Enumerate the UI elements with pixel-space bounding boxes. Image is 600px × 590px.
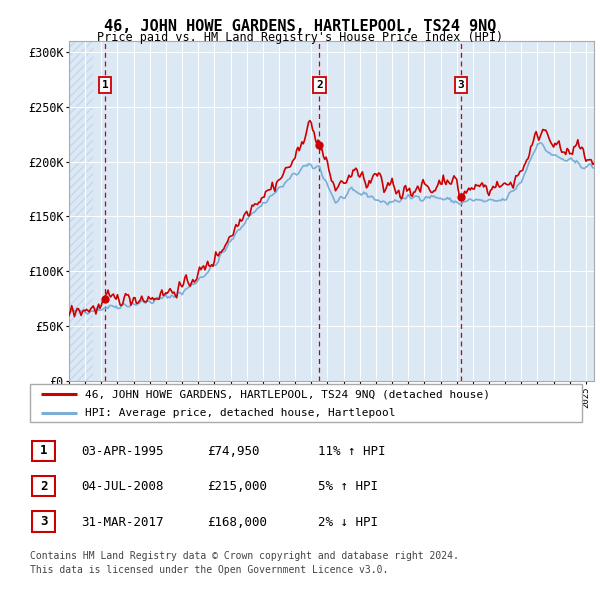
Text: 3: 3 xyxy=(40,515,47,528)
Text: 2% ↓ HPI: 2% ↓ HPI xyxy=(318,516,378,529)
Text: 46, JOHN HOWE GARDENS, HARTLEPOOL, TS24 9NQ (detached house): 46, JOHN HOWE GARDENS, HARTLEPOOL, TS24 … xyxy=(85,389,490,399)
Text: 11% ↑ HPI: 11% ↑ HPI xyxy=(318,445,386,458)
Text: Price paid vs. HM Land Registry's House Price Index (HPI): Price paid vs. HM Land Registry's House … xyxy=(97,31,503,44)
Text: 2: 2 xyxy=(40,480,47,493)
Text: £74,950: £74,950 xyxy=(207,445,260,458)
Text: 04-JUL-2008: 04-JUL-2008 xyxy=(81,480,163,493)
Text: £215,000: £215,000 xyxy=(207,480,267,493)
Text: 3: 3 xyxy=(457,80,464,90)
Text: 5% ↑ HPI: 5% ↑ HPI xyxy=(318,480,378,493)
Text: 2: 2 xyxy=(316,80,323,90)
Text: 46, JOHN HOWE GARDENS, HARTLEPOOL, TS24 9NQ: 46, JOHN HOWE GARDENS, HARTLEPOOL, TS24 … xyxy=(104,19,496,34)
Text: £168,000: £168,000 xyxy=(207,516,267,529)
Text: 1: 1 xyxy=(40,444,47,457)
Text: 1: 1 xyxy=(102,80,109,90)
Text: 31-MAR-2017: 31-MAR-2017 xyxy=(81,516,163,529)
Text: Contains HM Land Registry data © Crown copyright and database right 2024.
This d: Contains HM Land Registry data © Crown c… xyxy=(30,551,459,575)
Text: 03-APR-1995: 03-APR-1995 xyxy=(81,445,163,458)
Text: HPI: Average price, detached house, Hartlepool: HPI: Average price, detached house, Hart… xyxy=(85,408,396,418)
